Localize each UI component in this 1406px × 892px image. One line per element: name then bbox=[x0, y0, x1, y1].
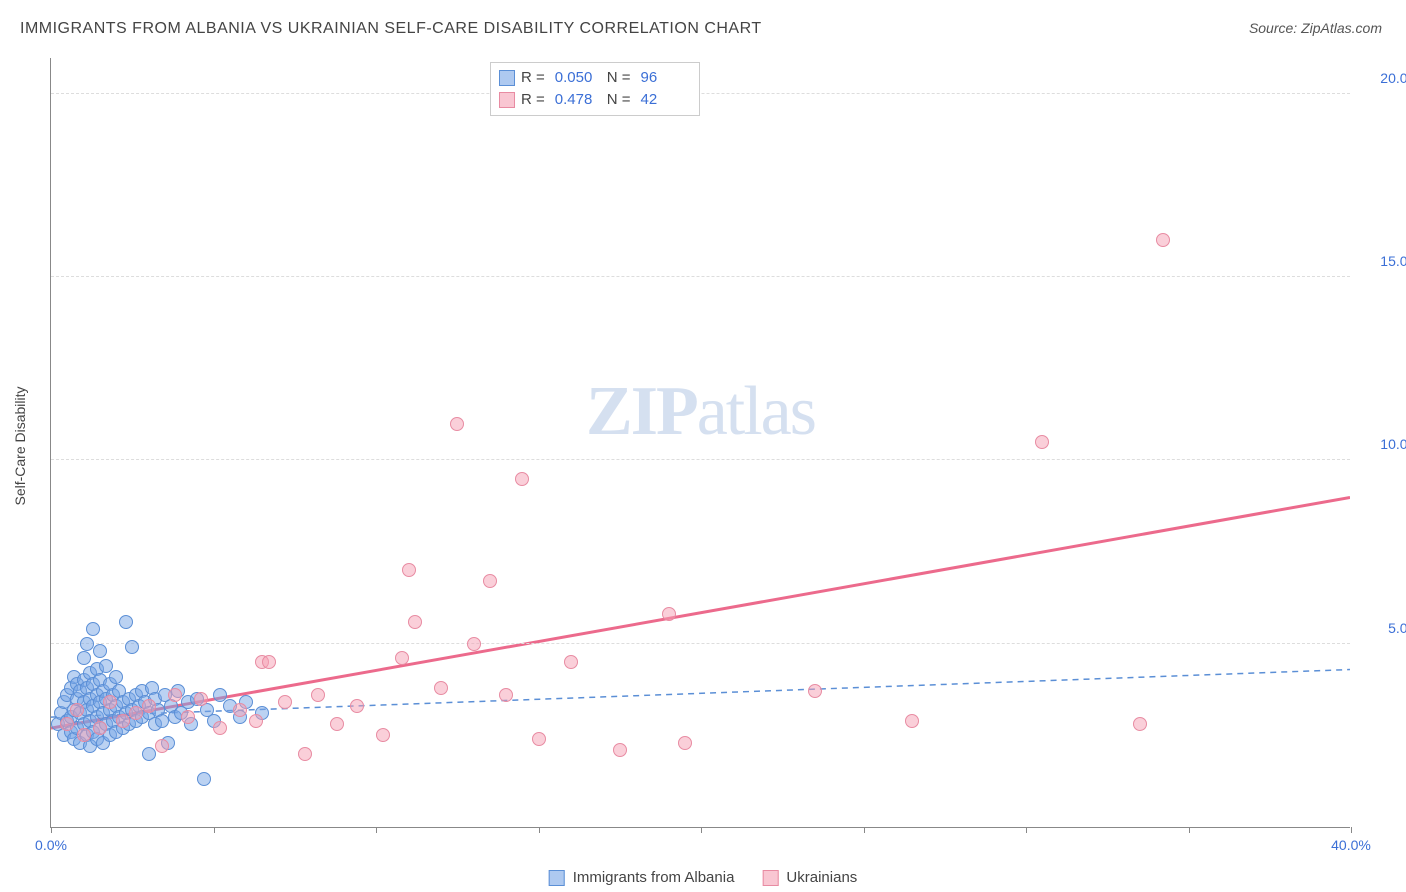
correlation-stats-box: R = 0.050 N = 96 R = 0.478 N = 42 bbox=[490, 62, 700, 116]
data-point-ukrainians bbox=[233, 703, 247, 717]
x-tick bbox=[701, 827, 702, 833]
data-point-ukrainians bbox=[181, 710, 195, 724]
swatch-pink-icon bbox=[499, 92, 515, 108]
scatter-plot: ZIPatlas 5.0%10.0%15.0%20.0%0.0%40.0% R … bbox=[50, 58, 1350, 828]
x-tick bbox=[864, 827, 865, 833]
data-point-ukrainians bbox=[168, 688, 182, 702]
watermark-bold: ZIP bbox=[586, 373, 697, 450]
data-point-ukrainians bbox=[532, 732, 546, 746]
legend-item-ukrainians: Ukrainians bbox=[762, 869, 857, 886]
x-tick bbox=[376, 827, 377, 833]
data-point-ukrainians bbox=[262, 655, 276, 669]
legend-label-albania: Immigrants from Albania bbox=[573, 869, 735, 886]
data-point-ukrainians bbox=[77, 728, 91, 742]
data-point-ukrainians bbox=[60, 717, 74, 731]
data-point-ukrainians bbox=[483, 574, 497, 588]
x-tick bbox=[51, 827, 52, 833]
stat-r-label: R = bbox=[521, 89, 545, 111]
gridline bbox=[51, 276, 1350, 277]
swatch-pink-icon bbox=[762, 870, 778, 886]
stat-n-value-albania: 96 bbox=[637, 67, 687, 89]
data-point-ukrainians bbox=[213, 721, 227, 735]
data-point-ukrainians bbox=[662, 607, 676, 621]
stat-n-label: N = bbox=[607, 89, 631, 111]
x-tick bbox=[539, 827, 540, 833]
legend-item-albania: Immigrants from Albania bbox=[549, 869, 735, 886]
data-point-ukrainians bbox=[1133, 717, 1147, 731]
x-tick bbox=[1351, 827, 1352, 833]
data-point-ukrainians bbox=[249, 714, 263, 728]
data-point-ukrainians bbox=[70, 703, 84, 717]
data-point-ukrainians bbox=[678, 736, 692, 750]
swatch-blue-icon bbox=[549, 870, 565, 886]
data-point-ukrainians bbox=[116, 714, 130, 728]
data-point-ukrainians bbox=[450, 417, 464, 431]
data-point-albania bbox=[155, 714, 169, 728]
data-point-ukrainians bbox=[613, 743, 627, 757]
data-point-albania bbox=[86, 622, 100, 636]
x-tick bbox=[1026, 827, 1027, 833]
data-point-ukrainians bbox=[434, 681, 448, 695]
data-point-ukrainians bbox=[330, 717, 344, 731]
stat-n-value-ukrainians: 42 bbox=[637, 89, 687, 111]
data-point-ukrainians bbox=[155, 739, 169, 753]
stats-row-albania: R = 0.050 N = 96 bbox=[499, 67, 687, 89]
swatch-blue-icon bbox=[499, 70, 515, 86]
y-tick-label: 10.0% bbox=[1360, 436, 1406, 452]
gridline bbox=[51, 643, 1350, 644]
data-point-albania bbox=[93, 644, 107, 658]
data-point-ukrainians bbox=[467, 637, 481, 651]
data-point-ukrainians bbox=[376, 728, 390, 742]
data-point-ukrainians bbox=[1035, 435, 1049, 449]
data-point-ukrainians bbox=[311, 688, 325, 702]
y-tick-label: 15.0% bbox=[1360, 253, 1406, 269]
data-point-ukrainians bbox=[808, 684, 822, 698]
data-point-ukrainians bbox=[905, 714, 919, 728]
chart-title: IMMIGRANTS FROM ALBANIA VS UKRAINIAN SEL… bbox=[20, 20, 762, 38]
source-attribution: Source: ZipAtlas.com bbox=[1249, 20, 1382, 36]
data-point-albania bbox=[109, 670, 123, 684]
data-point-ukrainians bbox=[298, 747, 312, 761]
y-tick-label: 5.0% bbox=[1360, 620, 1406, 636]
legend-label-ukrainians: Ukrainians bbox=[786, 869, 857, 886]
data-point-ukrainians bbox=[350, 699, 364, 713]
series-legend: Immigrants from Albania Ukrainians bbox=[549, 869, 858, 886]
x-tick-label: 0.0% bbox=[35, 837, 67, 853]
gridline bbox=[51, 459, 1350, 460]
data-point-ukrainians bbox=[499, 688, 513, 702]
data-point-ukrainians bbox=[93, 721, 107, 735]
data-point-albania bbox=[119, 615, 133, 629]
watermark: ZIPatlas bbox=[586, 372, 815, 452]
data-point-ukrainians bbox=[564, 655, 578, 669]
data-point-ukrainians bbox=[194, 692, 208, 706]
data-point-ukrainians bbox=[142, 699, 156, 713]
plot-area: ZIPatlas 5.0%10.0%15.0%20.0%0.0%40.0% bbox=[50, 58, 1350, 828]
y-axis-label: Self-Care Disability bbox=[12, 386, 28, 505]
stat-r-value-ukrainians: 0.478 bbox=[551, 89, 601, 111]
x-tick bbox=[214, 827, 215, 833]
data-point-albania bbox=[77, 651, 91, 665]
data-point-albania bbox=[80, 637, 94, 651]
stat-n-label: N = bbox=[607, 67, 631, 89]
data-point-ukrainians bbox=[395, 651, 409, 665]
data-point-albania bbox=[125, 640, 139, 654]
watermark-rest: atlas bbox=[697, 373, 815, 450]
x-tick-label: 40.0% bbox=[1331, 837, 1371, 853]
stat-r-label: R = bbox=[521, 67, 545, 89]
x-tick bbox=[1189, 827, 1190, 833]
y-tick-label: 20.0% bbox=[1360, 70, 1406, 86]
data-point-albania bbox=[142, 747, 156, 761]
data-point-ukrainians bbox=[278, 695, 292, 709]
data-point-ukrainians bbox=[129, 706, 143, 720]
data-point-ukrainians bbox=[408, 615, 422, 629]
gridline bbox=[51, 93, 1350, 94]
stat-r-value-albania: 0.050 bbox=[551, 67, 601, 89]
data-point-ukrainians bbox=[1156, 233, 1170, 247]
stats-row-ukrainians: R = 0.478 N = 42 bbox=[499, 89, 687, 111]
data-point-albania bbox=[197, 772, 211, 786]
data-point-ukrainians bbox=[402, 563, 416, 577]
trend-line-ukrainians bbox=[51, 497, 1350, 728]
data-point-ukrainians bbox=[515, 472, 529, 486]
data-point-ukrainians bbox=[103, 695, 117, 709]
